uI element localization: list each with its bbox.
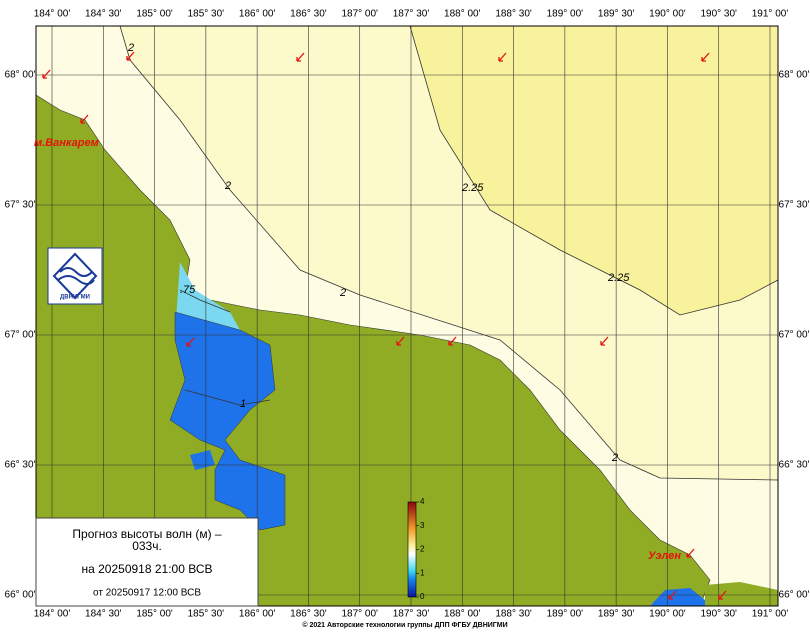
direction-arrow bbox=[498, 52, 507, 62]
map-area bbox=[36, 26, 778, 606]
lon-label-top: 186° 30' bbox=[290, 9, 327, 20]
lon-label-top: 185° 30' bbox=[188, 9, 225, 20]
lat-label-left: 68° 00' bbox=[5, 70, 36, 81]
legend-box: Прогноз высоты волн (м) – 033ч. на 20250… bbox=[35, 517, 259, 607]
colorbar-tick-label: 4 bbox=[420, 497, 425, 506]
direction-arrow bbox=[296, 52, 305, 62]
contour-label: 2 bbox=[339, 287, 346, 299]
footer: © 2021 Авторские технологии группы ДПП Ф… bbox=[302, 621, 507, 629]
lon-label-top: 186° 00' bbox=[239, 9, 276, 20]
direction-arrow bbox=[42, 69, 51, 79]
contour-label: 2.25 bbox=[607, 272, 630, 284]
lat-label-left: 66° 00' bbox=[5, 590, 36, 601]
lon-label-top: 187° 00' bbox=[341, 9, 378, 20]
legend-valid: на 20250918 21:00 ВСВ bbox=[82, 562, 213, 576]
lat-label-left: 67° 00' bbox=[5, 330, 36, 341]
lon-label-bottom: 190° 30' bbox=[700, 609, 737, 620]
direction-arrow bbox=[186, 337, 195, 347]
lon-label-top: 190° 00' bbox=[649, 9, 686, 20]
direction-arrow bbox=[600, 336, 609, 346]
lagoon bbox=[169, 311, 286, 531]
direction-arrow bbox=[126, 51, 135, 61]
lon-label-bottom: 191° 00' bbox=[752, 609, 789, 620]
lat-label-right: 68° 00' bbox=[779, 70, 810, 81]
lon-label-bottom: 188° 30' bbox=[495, 609, 532, 620]
contour-label: 2 bbox=[224, 180, 231, 192]
lat-label-left: 66° 30' bbox=[5, 460, 36, 471]
lon-label-top: 188° 30' bbox=[495, 9, 532, 20]
map-frame bbox=[35, 25, 779, 607]
direction-arrow bbox=[448, 336, 457, 346]
lat-label-left: 67° 30' bbox=[5, 200, 36, 211]
contour-label: 2 bbox=[611, 452, 618, 464]
high-zone bbox=[410, 26, 778, 315]
lon-label-top: 187° 30' bbox=[393, 9, 430, 20]
lon-label-top: 188° 00' bbox=[444, 9, 481, 20]
direction-arrow bbox=[718, 590, 727, 600]
lon-label-bottom: 190° 00' bbox=[649, 609, 686, 620]
colorbar-tick-label: 0 bbox=[420, 592, 425, 601]
colorbar: 0 1 2 3 4 bbox=[407, 497, 425, 601]
colorbar-ramp bbox=[407, 501, 417, 598]
lat-label-right: 66° 00' bbox=[779, 590, 810, 601]
lon-label-bottom: 186° 30' bbox=[290, 609, 327, 620]
place-name: м.Ванкарем bbox=[34, 137, 99, 149]
colorbar-tick-label: 2 bbox=[420, 545, 425, 554]
lon-label-top: 190° 30' bbox=[700, 9, 737, 20]
legend-lead: 033ч. bbox=[132, 539, 162, 553]
lat-label-right: 67° 00' bbox=[779, 330, 810, 341]
contour-line bbox=[179, 289, 231, 313]
labels: 184° 00' 184° 00' 184° 30' 184° 30' 185° 00'… bbox=[5, 9, 810, 620]
lon-label-top: 189° 30' bbox=[598, 9, 635, 20]
sea-deep bbox=[650, 588, 705, 606]
lon-label-bottom: 186° 00' bbox=[239, 609, 276, 620]
direction-arrow bbox=[668, 590, 677, 600]
lon-label-bottom: 185° 00' bbox=[136, 609, 173, 620]
contour-line bbox=[409, 26, 778, 316]
lat-label-right: 67° 30' bbox=[779, 200, 810, 211]
logo: ДВНИГМИ bbox=[47, 247, 103, 305]
lon-label-bottom: 184° 00' bbox=[34, 609, 71, 620]
lon-label-bottom: 188° 00' bbox=[444, 609, 481, 620]
lon-label-bottom: 187° 30' bbox=[393, 609, 430, 620]
contour-label: 1 bbox=[240, 398, 246, 410]
direction-arrow bbox=[686, 548, 695, 558]
contour-line bbox=[184, 389, 271, 406]
contour-label: 2.25 bbox=[461, 182, 484, 194]
lon-label-bottom: 189° 00' bbox=[547, 609, 584, 620]
direction-arrow bbox=[396, 336, 405, 346]
land bbox=[705, 582, 778, 606]
lon-label-top: 191° 00' bbox=[752, 9, 789, 20]
lon-label-bottom: 187° 00' bbox=[341, 609, 378, 620]
legend-title: Прогноз высоты волн (м) – bbox=[72, 527, 222, 541]
contour-label: .75 bbox=[180, 284, 196, 296]
lon-label-top: 185° 00' bbox=[136, 9, 173, 20]
lat-label-right: 66° 30' bbox=[779, 460, 810, 471]
logo-text: ДВНИГМИ bbox=[60, 295, 90, 301]
lon-label-bottom: 185° 30' bbox=[188, 609, 225, 620]
colorbar-tick-label: 3 bbox=[420, 521, 425, 530]
colorbar-tick-label: 1 bbox=[420, 568, 425, 577]
direction-arrow bbox=[80, 114, 89, 124]
lon-label-bottom: 184° 30' bbox=[85, 609, 122, 620]
direction-arrow bbox=[701, 52, 710, 62]
place-name: Уэлен bbox=[648, 550, 681, 562]
lon-label-top: 184° 00' bbox=[34, 9, 71, 20]
lon-label-top: 184° 30' bbox=[85, 9, 122, 20]
contour-label: 2 bbox=[127, 42, 134, 54]
lon-label-bottom: 189° 30' bbox=[598, 609, 635, 620]
legend-issued: от 20250917 12:00 ВСВ bbox=[93, 588, 201, 599]
lon-label-top: 189° 00' bbox=[547, 9, 584, 20]
